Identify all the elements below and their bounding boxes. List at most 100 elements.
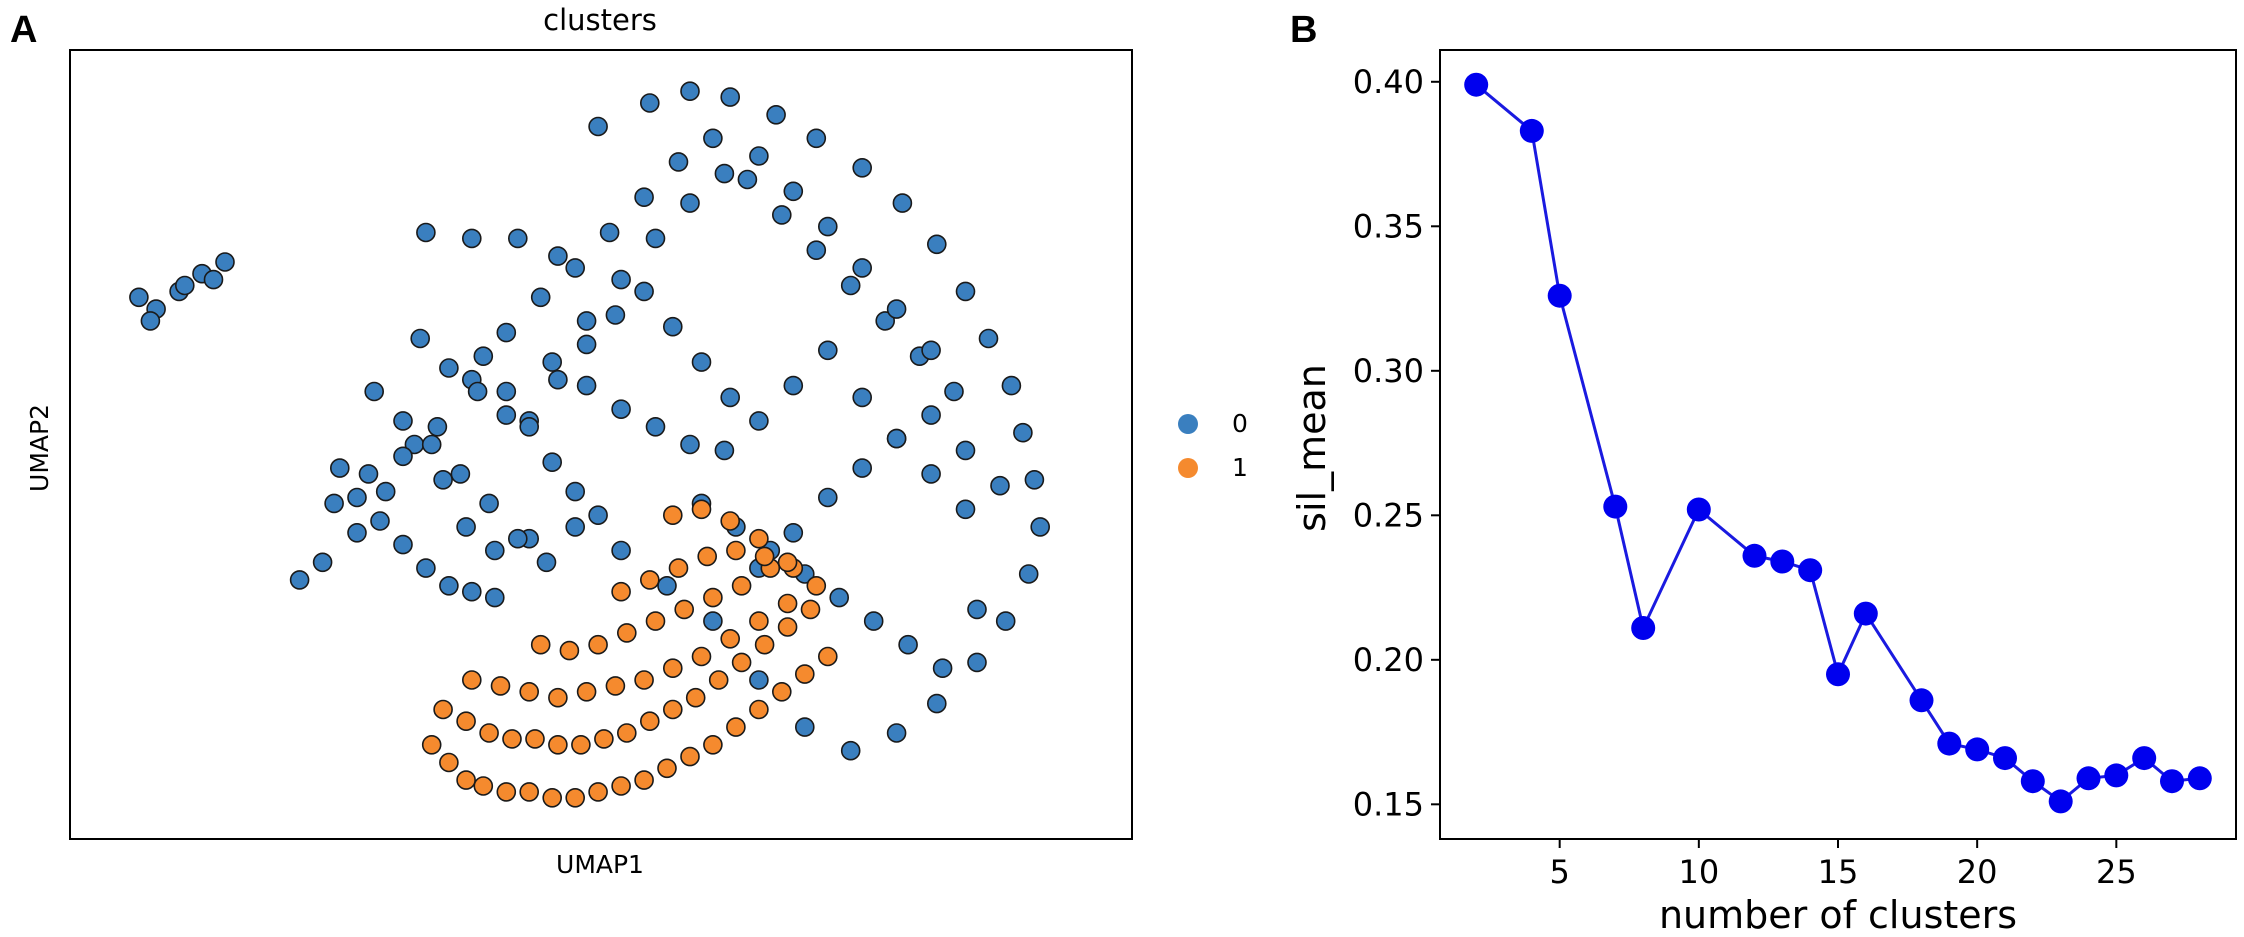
umap-point-cluster-0	[439, 575, 459, 596]
umap-point-cluster-1	[703, 734, 723, 755]
umap-point-cluster-0	[548, 246, 568, 266]
umap-point-cluster-0	[312, 552, 333, 573]
umap-point-cluster-0	[611, 540, 631, 561]
umap-point-cluster-0	[944, 381, 964, 402]
umap-point-cluster-0	[645, 416, 666, 437]
sil-mean-point	[2132, 746, 2157, 771]
umap-point-cluster-0	[576, 334, 597, 355]
umap-point-cluster-0	[1024, 469, 1045, 490]
umap-point-cluster-1	[439, 752, 459, 773]
umap-point-cluster-0	[783, 375, 804, 396]
umap-point-cluster-0	[668, 152, 689, 172]
umap-point-cluster-0	[461, 581, 482, 602]
umap-point-cluster-0	[416, 558, 436, 578]
y-tick-label: 0.15	[1353, 785, 1424, 823]
umap-point-cluster-1	[691, 499, 712, 520]
umap-point-cluster-0	[714, 163, 735, 184]
umap-point-cluster-0	[439, 358, 459, 378]
y-tick-label: 0.30	[1353, 352, 1424, 390]
umap-point-cluster-0	[634, 281, 654, 302]
umap-point-cluster-0	[370, 511, 390, 531]
silhouette-line-panel: 5 10 15 20 25 0.15 0.20 0.25 0.30 0.35 0.40 number…	[1290, 49, 2237, 937]
umap-point-cluster-0	[921, 340, 941, 361]
umap-point-cluster-0	[576, 375, 597, 396]
umap-point-cluster-0	[806, 128, 827, 149]
legend-marker-0	[1178, 414, 1198, 434]
umap-point-cluster-0	[817, 340, 838, 361]
umap-point-cluster-1	[749, 611, 769, 631]
x-tick-label: 10	[1678, 853, 1719, 891]
umap-point-cluster-0	[817, 216, 838, 237]
sil-mean-points	[1464, 72, 2212, 814]
umap-point-cluster-0	[852, 387, 873, 408]
umap-point-cluster-1	[571, 734, 591, 755]
umap-point-cluster-1	[749, 699, 769, 720]
umap-point-cluster-0	[852, 458, 873, 478]
umap-point-cluster-1	[662, 699, 683, 720]
sil-mean-point	[1547, 283, 1572, 308]
umap-point-cluster-0	[364, 381, 385, 402]
sil-mean-point	[1742, 543, 1767, 568]
line-x-axis-label: number of clusters	[1659, 893, 2017, 937]
umap-point-cluster-1	[473, 776, 494, 796]
sil-mean-series-line	[1475, 83, 2200, 804]
umap-point-cluster-0	[886, 723, 907, 743]
umap-point-cluster-0	[542, 452, 563, 473]
umap-point-cluster-1	[559, 640, 580, 661]
umap-point-cluster-0	[484, 540, 505, 561]
umap-point-cluster-1	[668, 558, 689, 578]
umap-point-cluster-0	[427, 416, 448, 437]
umap-point-cluster-0	[507, 228, 528, 249]
y-tick-label: 0.25	[1353, 496, 1424, 534]
umap-point-cluster-1	[731, 652, 752, 673]
umap-point-cluster-1	[777, 552, 798, 573]
umap-point-cluster-1	[548, 734, 568, 755]
y-tick-label: 0.20	[1353, 641, 1424, 679]
scatter-x-axis-label: UMAP1	[556, 850, 644, 879]
umap-point-cluster-0	[456, 517, 476, 537]
umap-point-cluster-1	[461, 670, 482, 690]
umap-point-cluster-0	[530, 287, 551, 308]
umap-point-cluster-0	[421, 434, 442, 455]
y-tick-label: 0.40	[1353, 63, 1424, 101]
umap-point-cluster-0	[565, 258, 586, 278]
umap-point-cluster-0	[289, 570, 310, 590]
umap-point-cluster-0	[932, 658, 953, 679]
umap-point-cluster-0	[955, 499, 976, 520]
umap-point-cluster-0	[496, 381, 517, 402]
line-axes: 5 10 15 20 25 0.15 0.20 0.25 0.30 0.35 0.40	[1353, 63, 2137, 891]
umap-point-cluster-1	[777, 593, 798, 614]
umap-point-cluster-0	[473, 346, 494, 367]
umap-point-cluster-0	[611, 269, 631, 290]
sil-mean-point	[2048, 789, 2073, 814]
y-tick-label: 0.35	[1353, 207, 1424, 245]
umap-point-cluster-0	[542, 352, 563, 372]
sil-mean-point	[1770, 549, 1795, 574]
sil-mean-point	[1993, 746, 2017, 771]
umap-point-cluster-1	[605, 676, 626, 696]
umap-point-cluster-1	[662, 505, 683, 526]
umap-point-cluster-0	[1030, 517, 1050, 537]
umap-point-cluster-1	[616, 723, 637, 743]
umap-point-cluster-1	[490, 676, 511, 696]
umap-point-cluster-1	[726, 717, 746, 737]
umap-point-cluster-0	[433, 469, 453, 490]
umap-point-cluster-0	[783, 522, 804, 543]
umap-point-cluster-0	[680, 193, 700, 213]
sil-mean-point	[1631, 616, 1656, 640]
umap-point-cluster-1	[662, 658, 683, 679]
umap-point-cluster-1	[519, 681, 540, 702]
umap-point-cluster-0	[358, 464, 379, 484]
umap-point-cluster-1	[530, 634, 551, 655]
sil-mean-point	[2020, 769, 2045, 794]
umap-point-cluster-0	[662, 316, 683, 337]
umap-point-cluster-1	[720, 511, 741, 531]
umap-point-cluster-1	[594, 729, 614, 749]
umap-point-cluster-0	[588, 505, 608, 526]
umap-point-cluster-0	[703, 128, 723, 149]
umap-point-cluster-0	[863, 611, 884, 631]
umap-point-cluster-0	[548, 369, 568, 390]
umap-point-cluster-1	[611, 581, 631, 602]
scatter-points	[129, 81, 1050, 808]
umap-point-cluster-0	[886, 299, 907, 319]
